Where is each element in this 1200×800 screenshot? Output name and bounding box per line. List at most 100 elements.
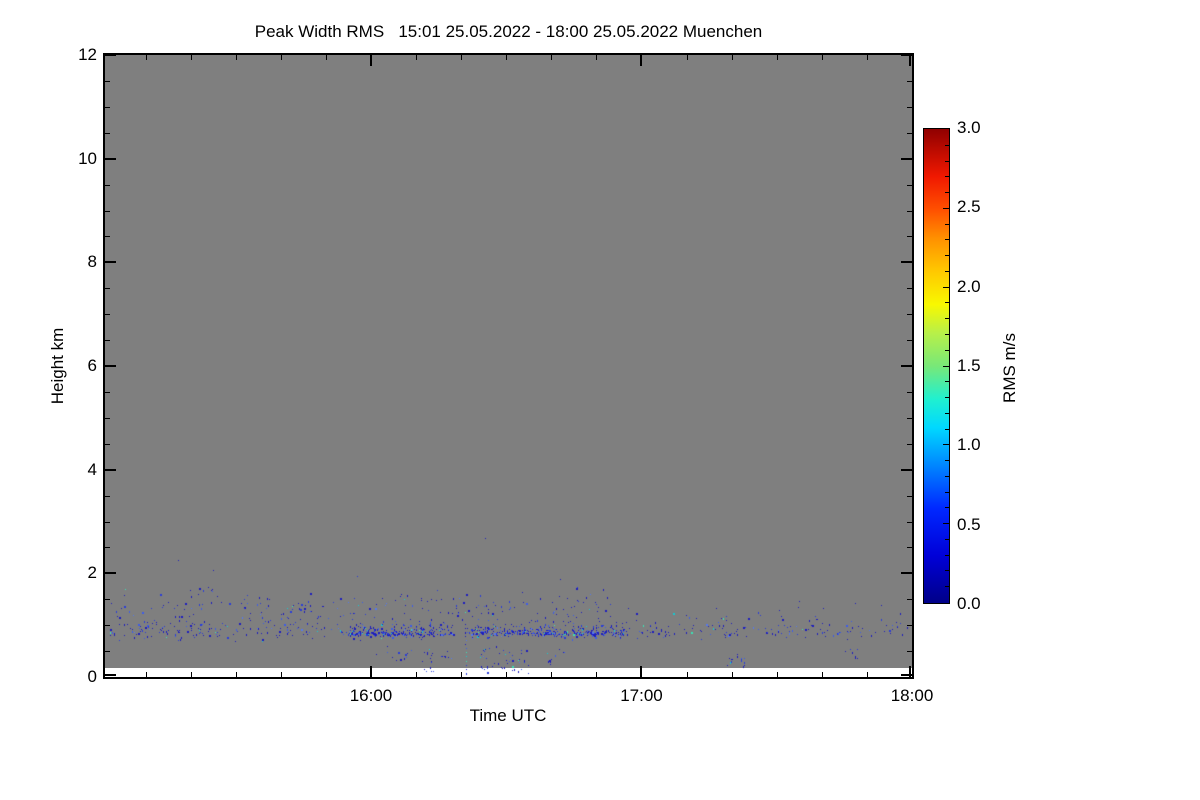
x-axis-minor-tick — [596, 55, 598, 60]
x-axis-major-tick — [369, 55, 372, 66]
colorbar-minor-tick — [945, 239, 949, 241]
colorbar-minor-tick — [945, 255, 949, 257]
colorbar-minor-tick — [945, 381, 949, 383]
colorbar-minor-tick — [945, 570, 949, 572]
x-axis-minor-tick — [325, 672, 327, 677]
x-axis-minor-tick — [821, 55, 823, 60]
y-axis-label: Height km — [48, 327, 67, 405]
y-axis-minor-tick — [907, 80, 912, 82]
colorbar-minor-tick — [945, 412, 949, 414]
y-axis-minor-tick — [105, 80, 110, 82]
colorbar-minor-tick — [945, 160, 949, 162]
x-axis-minor-tick — [190, 55, 192, 60]
y-axis-major-tick — [105, 261, 116, 264]
colorbar-minor-tick — [945, 349, 949, 351]
colorbar-minor-tick — [945, 428, 949, 430]
x-tick-label-18:00: 18:00 — [890, 686, 934, 705]
y-tick-label-2: 2 — [87, 563, 97, 583]
x-axis-minor-tick — [551, 55, 553, 60]
colorbar-minor-tick — [945, 397, 949, 399]
x-axis-minor-tick — [776, 672, 778, 677]
y-axis-minor-tick — [105, 547, 110, 549]
y-axis-minor-tick — [907, 391, 912, 393]
y-axis-minor-tick — [105, 236, 110, 238]
y-axis-major-tick — [901, 54, 912, 56]
y-axis-minor-tick — [105, 184, 110, 186]
y-axis-minor-tick — [907, 340, 912, 342]
x-axis-minor-tick — [325, 55, 327, 60]
y-axis-minor-tick — [907, 314, 912, 316]
colorbar-minor-tick — [945, 144, 949, 146]
y-axis-major-tick — [901, 468, 912, 471]
colorbar-minor-tick — [943, 207, 949, 209]
x-axis-label: Time UTC — [469, 706, 547, 725]
colorbar-tick-label-3.0: 3.0 — [957, 118, 981, 137]
x-axis-minor-tick — [686, 55, 688, 60]
y-axis-minor-tick — [105, 521, 110, 523]
x-axis-minor-tick — [866, 672, 868, 677]
x-axis-minor-tick — [235, 672, 237, 677]
x-axis-minor-tick — [280, 672, 282, 677]
colorbar-minor-tick — [945, 538, 949, 540]
y-tick-label-6: 6 — [87, 356, 97, 375]
y-tick-label-8: 8 — [87, 252, 97, 272]
y-axis-minor-tick — [105, 495, 110, 497]
x-axis-minor-tick — [145, 672, 147, 677]
x-tick-label-17:00: 17:00 — [620, 686, 663, 705]
x-axis-minor-tick — [416, 55, 418, 60]
x-axis-minor-tick — [190, 672, 192, 677]
y-axis-minor-tick — [907, 599, 912, 601]
y-axis-minor-tick — [907, 495, 912, 497]
y-axis-minor-tick — [105, 599, 110, 601]
chart-title: Peak Width RMS 15:01 25.05.2022 - 18:00 … — [254, 22, 763, 41]
x-axis-minor-tick — [731, 672, 733, 677]
colorbar-minor-tick — [945, 223, 949, 225]
y-axis-major-tick — [901, 572, 912, 575]
colorbar-tick-label-2.0: 2.0 — [957, 276, 981, 296]
y-axis-minor-tick — [105, 210, 110, 212]
x-tick-label-16:00: 16:00 — [349, 686, 393, 705]
colorbar-minor-tick — [945, 491, 949, 493]
y-axis-minor-tick — [907, 443, 912, 445]
y-tick-label-4: 4 — [87, 459, 97, 479]
colorbar-tick-label-1.0: 1.0 — [957, 435, 981, 455]
x-axis-major-tick — [640, 55, 643, 66]
colorbar — [923, 128, 950, 604]
x-axis-minor-tick — [461, 672, 463, 677]
y-axis-minor-tick — [907, 625, 912, 627]
colorbar-minor-tick — [945, 192, 949, 194]
y-axis-minor-tick — [105, 625, 110, 627]
colorbar-minor-tick — [943, 286, 949, 288]
x-axis-major-tick — [909, 666, 911, 677]
y-axis-minor-tick — [105, 651, 110, 653]
colorbar-minor-tick — [945, 460, 949, 462]
y-tick-label-10: 10 — [78, 148, 97, 168]
colorbar-tick-label-0.5: 0.5 — [957, 514, 981, 534]
y-axis-minor-tick — [907, 210, 912, 212]
y-axis-major-tick — [901, 157, 912, 160]
x-axis-minor-tick — [686, 672, 688, 677]
x-axis-minor-tick — [776, 55, 778, 60]
y-axis-minor-tick — [105, 391, 110, 393]
x-axis-minor-tick — [596, 672, 598, 677]
y-axis-minor-tick — [907, 236, 912, 238]
scatter-canvas — [105, 55, 912, 677]
x-axis-major-tick — [909, 55, 911, 66]
y-axis-minor-tick — [105, 288, 110, 290]
colorbar-minor-tick — [945, 176, 949, 178]
y-axis-minor-tick — [907, 288, 912, 290]
x-axis-minor-tick — [551, 672, 553, 677]
x-axis-minor-tick — [866, 55, 868, 60]
x-axis-minor-tick — [280, 55, 282, 60]
x-axis-minor-tick — [235, 55, 237, 60]
y-axis-minor-tick — [105, 132, 110, 134]
x-axis-minor-tick — [506, 672, 508, 677]
y-axis-minor-tick — [907, 132, 912, 134]
x-axis-minor-tick — [821, 672, 823, 677]
colorbar-tick-label-2.5: 2.5 — [957, 197, 981, 217]
colorbar-minor-tick — [945, 318, 949, 320]
colorbar-minor-tick — [945, 302, 949, 304]
y-tick-label-12: 12 — [78, 45, 97, 64]
colorbar-minor-tick — [945, 270, 949, 272]
